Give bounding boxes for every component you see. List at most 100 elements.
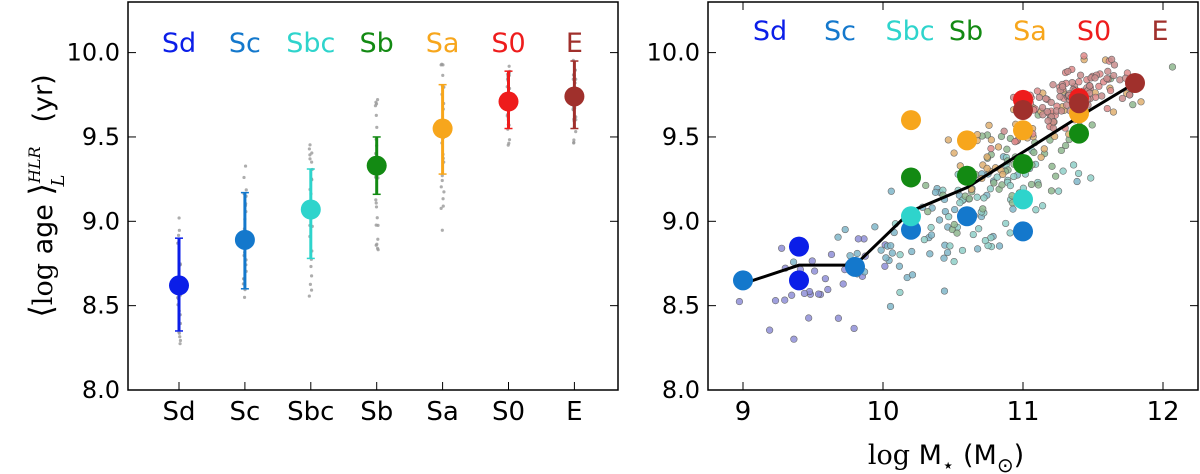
right-galaxy-dot [1088,121,1096,129]
left-y-tick-label: 8.5 [82,292,120,320]
left-scatter-dot [376,237,380,241]
right-binned-point [957,130,977,151]
right-galaxy-dot [999,170,1007,179]
right-galaxy-dot [1070,161,1078,169]
right-binned-point [1013,99,1033,120]
right-galaxy-dot [790,335,798,343]
right-galaxy-dot [1010,172,1018,181]
right-galaxy-dot [824,285,832,294]
left-type-label: Sc [229,28,261,59]
left-y-tick-label: 8.0 [82,376,120,404]
left-type-labels: Sd Sc Sbc Sb Sa S0 E [162,28,583,59]
left-x-tick-label: Sd [162,397,195,427]
right-binned-point [1069,123,1089,144]
right-galaxy-dot [1038,103,1047,112]
right-binned-point [957,206,977,227]
left-x-tick-label: S0 [492,397,525,427]
right-galaxy-dot [922,181,930,190]
right-galaxy-dot [998,181,1006,189]
trend-line [742,81,1136,286]
right-galaxy-dot [805,314,813,322]
left-x-tick-label: Sa [426,397,458,427]
right-galaxy-dot [887,242,895,250]
right-galaxy-dot [945,213,953,221]
right-x-tick-label: 12 [1146,397,1179,427]
left-scatter-dot [374,223,378,227]
left-scatter-dot [375,216,379,220]
left-scatter-dot [506,143,510,147]
left-scatter-dot [308,157,312,161]
left-panel: 8.08.59.09.510.0 Sd Sc Sbc Sb Sa S0 E Sd Sc Sbc S… [22,1,619,427]
right-galaxy-dot [1049,81,1057,89]
right-galaxy-dot [940,254,948,262]
right-galaxy-dot [1042,95,1050,103]
right-galaxy-dot [882,254,890,262]
right-type-label: S0 [1077,16,1111,47]
right-galaxy-dot [839,280,847,288]
right-galaxy-dot [1109,108,1118,116]
right-galaxy-dot [1086,82,1094,90]
left-scatter-dot [376,248,380,252]
right-galaxy-dot [1044,117,1052,125]
right-galaxy-dot [924,208,932,216]
left-scatter-dot [439,206,443,210]
left-scatter-dot [375,125,379,129]
right-galaxy-dot [1009,205,1017,213]
right-y-tick-label: 10.0 [647,39,700,67]
left-y-tick-label: 9.0 [82,207,120,235]
right-galaxy-dot [941,207,949,216]
ylabel-unit: (yr) [28,74,59,122]
left-scatter-dot [572,138,576,142]
right-galaxy-dot [850,324,858,333]
left-mean-point [432,118,453,139]
right-galaxy-dot [1106,87,1115,95]
right-galaxy-dot [1043,108,1051,116]
left-scatter-dot [178,335,182,339]
right-binned-point [1013,153,1033,174]
left-scatter-dot [441,197,445,201]
ylabel-age: age [28,196,59,263]
left-x-tick-label: E [566,397,582,427]
left-scatter-dot [178,338,183,343]
right-galaxy-dot [1076,71,1085,79]
right-galaxy-dot [926,250,934,258]
right-galaxy-dot [1110,71,1118,80]
xlabel-unit-open: (M [954,440,996,471]
left-scatter-dot [440,62,444,66]
left-plot-frame [127,1,619,391]
right-galaxy-dot [1052,172,1060,180]
right-galaxy-dot [1006,229,1014,237]
right-galaxy-dot [1087,174,1095,182]
xlabel-sun: ⊙ [997,453,1014,474]
right-galaxy-dot [1057,146,1065,155]
right-type-labels: Sd Sc Sbc Sb Sa S0 E [753,16,1169,47]
right-galaxy-dot [1080,52,1088,60]
right-y-tick-label: 9.0 [662,207,700,235]
right-galaxy-dot [927,223,935,232]
left-scatter-dot [244,188,248,192]
right-galaxy-dot [877,246,885,254]
right-y-tick-label: 9.5 [662,123,700,151]
right-binned-point [901,167,921,188]
right-galaxy-dot [1035,93,1043,102]
left-scatter-dot [177,228,181,232]
right-galaxy-dot [987,144,995,153]
right-galaxy-dot [1002,219,1010,228]
right-galaxy-dot [766,326,774,334]
right-galaxy-dot [1062,141,1070,150]
right-galaxy-dot [1125,91,1134,99]
left-scatter-dot [374,201,378,205]
right-galaxy-dot [827,250,836,259]
right-galaxy-dot [781,296,789,304]
right-binned-point [901,206,921,227]
right-galaxy-dot [735,297,744,306]
right-galaxy-dot [1074,169,1083,178]
right-galaxy-dot [1032,206,1040,214]
left-y-tick-label: 9.5 [82,123,120,151]
right-binned-point [1013,221,1033,242]
right-galaxy-dot [1059,167,1067,175]
left-scatter-dot [308,282,312,286]
right-binned-point [901,110,921,131]
left-scatter-dot [309,274,314,278]
